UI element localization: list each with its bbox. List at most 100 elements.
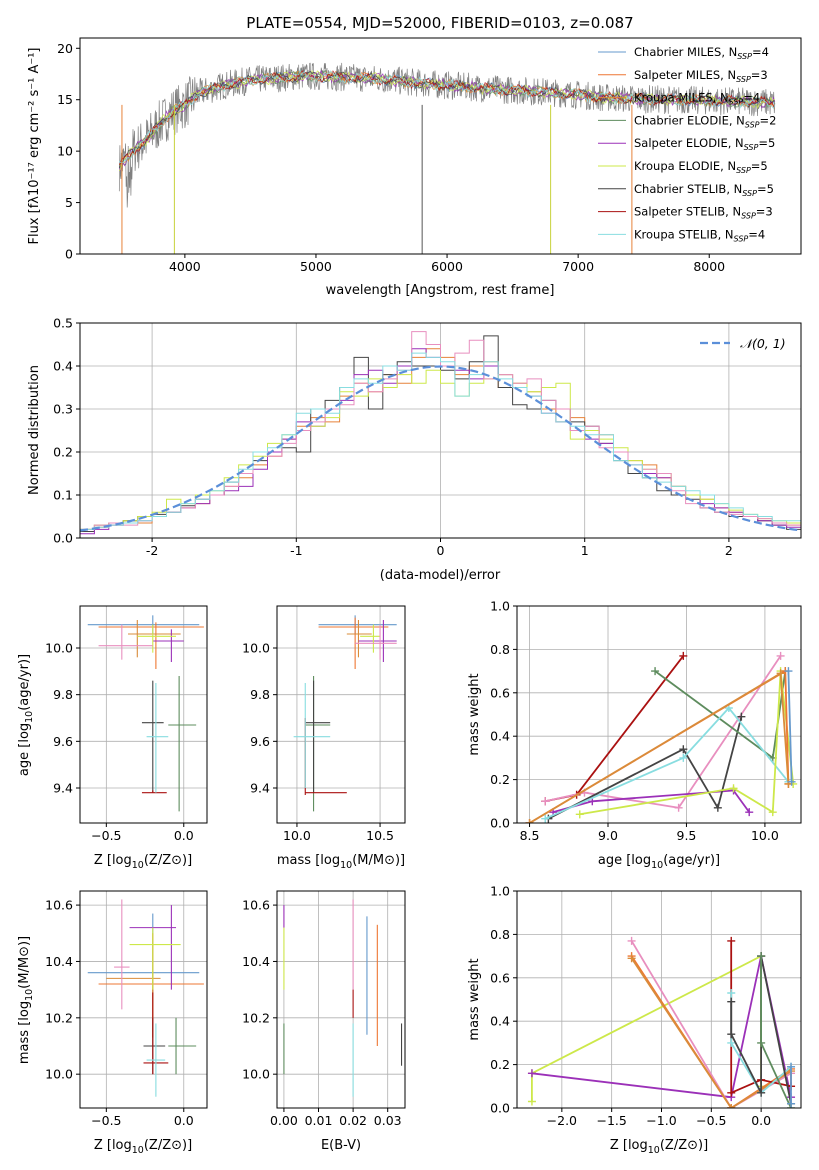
age-mass-ytick-label: 9.8 (250, 687, 270, 702)
weight-z-marker (757, 952, 766, 961)
weight-z-marker (727, 1104, 736, 1108)
histogram-series (80, 352, 801, 538)
age-z-plot (87, 615, 204, 812)
mass-ebv-ytick-label: 10.0 (242, 1067, 270, 1082)
histogram-ytick-label: 0.3 (53, 402, 73, 417)
weight-age-marker (729, 784, 738, 793)
mass-z-xtick-label: −0.5 (91, 1113, 121, 1128)
mass-ebv-xtick-label: 0.02 (339, 1113, 367, 1128)
weight-z-xlabel-sub: 10 (648, 1145, 660, 1156)
weight-z-marker (627, 954, 636, 963)
weight-z-ytick-label: 1.0 (490, 884, 510, 899)
histogram-ylabel: Normed distribution (27, 365, 42, 495)
weight-age-marker (713, 803, 722, 812)
age-mass-ytick-label: 9.4 (250, 781, 270, 796)
weight-z-xtick-label: −0.5 (696, 1113, 726, 1128)
weight-age-ytick-label: 0.8 (490, 642, 510, 657)
spectrum-ylabel: Flux [fλ10⁻¹⁷ erg cm⁻² s⁻¹ A⁻¹] (27, 48, 42, 245)
weight-z-marker (727, 1030, 736, 1039)
histogram-ytick-label: 0.1 (53, 488, 73, 503)
weight-age-marker (541, 797, 550, 806)
spectrum-ytick-label: 10 (57, 144, 73, 159)
gaussian-legend-label: 𝒩(0, 1) (740, 336, 786, 351)
weight-age-xlabel-post: (age/yr)] (663, 853, 720, 868)
weight-z-ytick-label: 0.6 (490, 970, 510, 985)
mass-z-xtick-label: 0.0 (174, 1113, 194, 1128)
legend-label-name: Salpeter MILES, N (634, 68, 736, 82)
age-mass-xlabel-sub: 10 (340, 860, 352, 871)
age-mass-xtick-label: 10.0 (283, 828, 311, 843)
weight-age-xlabel-sub: 10 (651, 860, 663, 871)
legend-label-sub: SSP (736, 75, 751, 84)
mass-z-ytick-label: 10.2 (45, 1010, 73, 1025)
weight-z-ytick-label: 0.2 (490, 1057, 510, 1072)
weight-age-marker (541, 814, 550, 823)
mass-z-ylabel-post: (M/M⊙)] (17, 936, 32, 989)
weight-z-marker (727, 1088, 736, 1097)
spectrum-model-line (118, 70, 776, 167)
mass-z-plot (87, 899, 204, 1097)
weight-age-marker (525, 819, 534, 823)
legend-label-tail: =4 (752, 45, 769, 59)
histogram-xtick-label: 0 (437, 543, 445, 558)
age-z-xlabel-pre: Z [log (94, 853, 132, 868)
age-mass-xlabel-pre: mass [log (277, 853, 340, 868)
weight-z-marker (757, 1088, 766, 1097)
spectrum-xtick-label: 8000 (693, 259, 725, 274)
age-z-xlabel-post: (Z/Z⊙)] (144, 853, 192, 868)
mass-z-ylabel-pre: mass [log (17, 1001, 32, 1064)
weight-age-frame (516, 605, 802, 824)
mass-z-ytick-label: 10.0 (45, 1067, 73, 1082)
gaussian-curve (80, 365, 801, 532)
weight-z-marker (727, 997, 736, 1006)
legend-label-tail: =4 (748, 227, 765, 241)
histogram-ytick-label: 0.2 (53, 445, 73, 460)
weight-z-ytick-label: 0.8 (490, 927, 510, 942)
histogram-plot (80, 331, 801, 538)
mass-ebv-xlabel: E(B-V) (321, 1138, 361, 1153)
age-z-xtick-label: −0.5 (91, 828, 121, 843)
weight-z-marker (527, 1069, 536, 1078)
weight-age-xtick-label: 10.0 (751, 828, 779, 843)
weight-age-marker (679, 745, 688, 754)
weight-z-ytick-label: 0.0 (490, 1101, 510, 1116)
weight-age-marker (784, 667, 793, 676)
legend-label: Salpeter MILES, NSSP=3 (634, 68, 768, 84)
age-mass-frame (276, 605, 406, 824)
spectrum-frame (79, 37, 802, 255)
age-z-ylabel: age [log10(age/yr)] (17, 654, 35, 776)
legend-label-tail: =5 (751, 159, 768, 173)
age-z-ylabel-sub: 10 (24, 711, 35, 723)
spectrum-ytick-label: 5 (65, 195, 73, 210)
legend-label: Salpeter STELIB, NSSP=3 (634, 205, 773, 221)
spectrum-ytick-label: 20 (57, 41, 73, 56)
legend-label: Chabrier STELIB, NSSP=5 (634, 182, 774, 198)
legend-label-name: Salpeter ELODIE, N (634, 136, 744, 150)
legend-label-tail: =5 (758, 136, 775, 150)
spectrum-model-line (118, 68, 776, 164)
weight-age-marker (776, 651, 785, 660)
legend-label-sub: SSP (744, 143, 759, 152)
mass-z-xlabel: Z [log10(Z/Z⊙)] (94, 1138, 192, 1156)
age-z-frame (79, 605, 208, 824)
legend-label-name: Kroupa MILES, N (634, 91, 729, 105)
histogram-xtick-label: -2 (146, 543, 158, 558)
legend-label-sub: SSP (742, 189, 757, 198)
weight-age-series-line (545, 655, 782, 809)
weight-z-xtick-label: 0.0 (751, 1113, 771, 1128)
legend-label: Kroupa STELIB, NSSP=4 (634, 227, 765, 243)
mass-ebv-ytick-label: 10.2 (242, 1010, 270, 1025)
legend-label-name: Chabrier MILES, N (634, 45, 737, 59)
mass-z-ytick-label: 10.4 (45, 954, 73, 969)
age-z-ytick-label: 9.8 (53, 687, 73, 702)
spectrum-title: PLATE=0554, MJD=52000, FIBERID=0103, z=0… (246, 14, 633, 32)
weight-age-ytick-label: 1.0 (490, 599, 510, 614)
weight-age-marker (776, 669, 785, 678)
weight-age-marker (745, 808, 754, 817)
legend-label: Chabrier MILES, NSSP=4 (634, 45, 769, 61)
weight-age-marker (679, 753, 688, 762)
mass-z-xlabel-post: (Z/Z⊙)] (144, 1138, 192, 1153)
legend-label: Kroupa MILES, NSSP=4 (634, 91, 760, 107)
age-z-xlabel: Z [log10(Z/Z⊙)] (94, 853, 192, 871)
age-z-ytick-label: 9.4 (53, 781, 73, 796)
